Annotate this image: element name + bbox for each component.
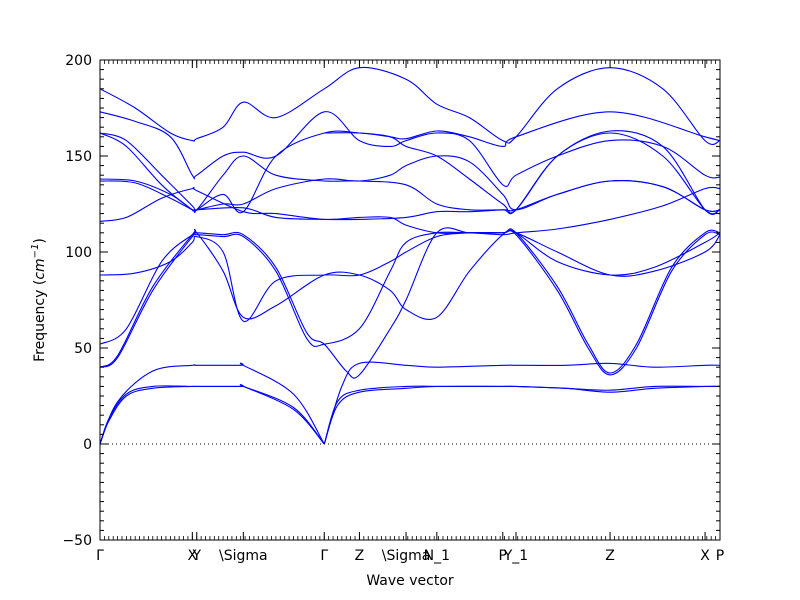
x-tick-label-5: Γ <box>320 548 328 564</box>
y-axis-title-suffix: ) <box>32 238 48 243</box>
series-layer <box>99 66 721 445</box>
plot-frame <box>99 59 721 541</box>
band-line-6 <box>323 361 721 445</box>
y-axis-title-prefix: Frequency ( <box>32 280 48 362</box>
y-axis-title-unit: cm <box>32 258 48 279</box>
band-line-3 <box>99 362 325 445</box>
x-tick-label-7: \Sigma <box>382 548 431 564</box>
band-line-14 <box>99 132 721 215</box>
x-tick-label-8: N_1 <box>424 548 450 564</box>
x-tick-label-9: P <box>499 548 507 564</box>
x-tick-label-2: X <box>188 548 198 564</box>
y-tick-label: 50 <box>74 341 92 357</box>
band-line-16 <box>99 111 721 187</box>
band-line-18 <box>324 111 721 147</box>
band-line-11 <box>99 186 721 236</box>
band-line-2 <box>99 384 325 445</box>
y-tick-label: 200 <box>65 53 92 69</box>
x-tick-label-3: Y <box>191 548 201 564</box>
x-tick-label-1: Γ <box>96 548 104 564</box>
x-tick-label-13: P <box>716 548 724 564</box>
y-tick-label: −50 <box>62 533 92 549</box>
x-tick-label-12: X <box>700 548 710 564</box>
y-tick-label: 150 <box>65 149 92 165</box>
x-tick-label-4: \Sigma <box>219 548 268 564</box>
band-line-9 <box>99 228 721 345</box>
x-tick-label-11: Z <box>605 548 615 564</box>
y-axis-title: Frequency (cm−1) <box>30 238 48 362</box>
band-line-7 <box>99 229 721 376</box>
band-line-10 <box>99 230 721 322</box>
y-tick-label: 0 <box>83 437 92 453</box>
x-axis-title: Wave vector <box>366 573 454 589</box>
y-axis-title-exponent: −1 <box>30 244 41 259</box>
y-tick-label: 100 <box>65 245 92 261</box>
x-tick-label-6: Z <box>355 548 365 564</box>
x-tick-label-10: Y_1 <box>503 548 528 564</box>
band-line-5 <box>323 385 720 445</box>
